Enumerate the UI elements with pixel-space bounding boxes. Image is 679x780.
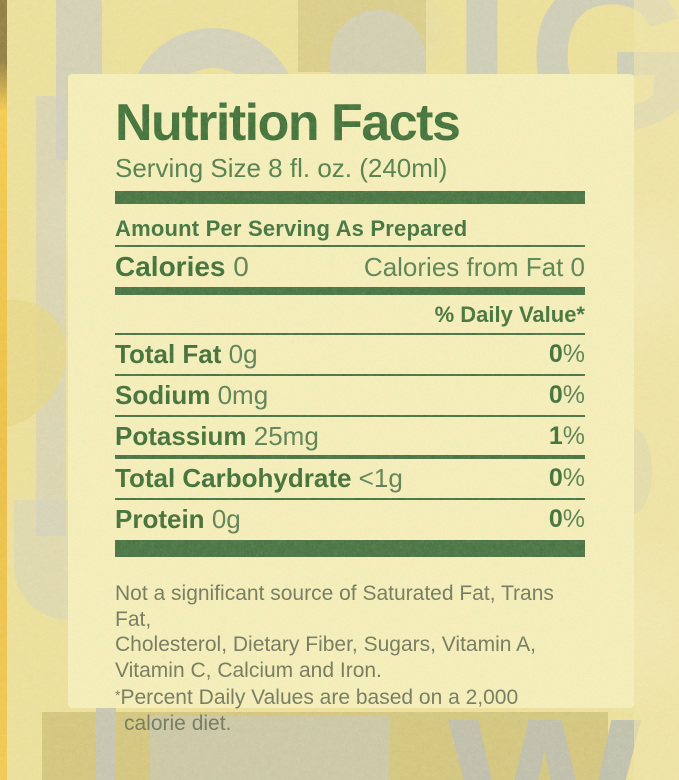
nutrient-row-total-carbohydrate: Total Carbohydrate <1g 0% xyxy=(115,459,585,500)
dv-number: 0 xyxy=(548,464,563,492)
nutrient-row-protein: Protein 0g 0% xyxy=(115,500,585,539)
percent-sign: % xyxy=(562,340,585,368)
nutrient-name: Sodium 0mg xyxy=(115,380,268,411)
divider-medium xyxy=(115,287,585,295)
serving-size-text: Serving Size 8 fl. oz. (240ml) xyxy=(115,153,448,183)
nutrient-row-potassium: Potassium 25mg 1% xyxy=(115,417,585,459)
nutrient-name-text: Protein xyxy=(115,504,205,534)
daily-value-header: % Daily Value* xyxy=(115,295,585,335)
nutrient-daily-value: 0% xyxy=(549,340,585,369)
calories-label: Calories 0 xyxy=(115,251,249,283)
nutrient-daily-value: 0% xyxy=(549,464,585,493)
nutrient-row-total-fat: Total Fat 0g 0% xyxy=(115,335,585,376)
dv-number: 0 xyxy=(548,505,563,533)
nutrition-facts-label: Nutrition Facts Serving Size 8 fl. oz. (… xyxy=(68,74,634,735)
calories-row: Calories 0 Calories from Fat 0 xyxy=(115,247,585,287)
percent-sign: % xyxy=(562,381,585,409)
percent-sign: % xyxy=(562,421,585,450)
nutrient-name-text: Potassium xyxy=(115,420,247,451)
dv-number: 1 xyxy=(548,421,563,450)
nutrient-amount: 0mg xyxy=(217,380,269,410)
divider-thick xyxy=(115,540,585,557)
nutrient-name: Protein 0g xyxy=(115,504,241,535)
nutrient-name: Potassium 25mg xyxy=(115,421,319,452)
package-edge-strip xyxy=(0,0,7,780)
dv-number: 0 xyxy=(548,340,563,368)
nutrient-daily-value: 1% xyxy=(549,422,585,451)
nutrient-name-text: Total Carbohydrate xyxy=(115,463,352,493)
calories-value: 0 xyxy=(233,251,249,282)
calories-from-fat: Calories from Fat 0 xyxy=(363,251,585,282)
percent-sign: % xyxy=(562,464,585,492)
nutrient-amount: 25mg xyxy=(253,420,319,451)
nutrient-row-sodium: Sodium 0mg 0% xyxy=(115,376,585,417)
nutrient-name-text: Total Fat xyxy=(115,339,222,369)
nutrient-amount: 0g xyxy=(228,339,258,369)
background-highlight xyxy=(634,0,679,780)
footnote-daily-values-text: Percent Daily Values are based on a 2,00… xyxy=(120,686,519,735)
nutrient-amount: 0g xyxy=(211,504,241,534)
amount-per-serving-text: Amount Per Serving As Prepared xyxy=(115,217,585,247)
nutrition-facts-title: Nutrition Facts xyxy=(115,94,461,152)
nutrient-daily-value: 0% xyxy=(549,505,585,534)
percent-sign: % xyxy=(562,505,585,533)
nutrient-name: Total Fat 0g xyxy=(115,339,258,370)
nutrient-amount: <1g xyxy=(358,463,403,493)
watermark-arc xyxy=(14,500,68,620)
footnote-not-significant: Not a significant source of Saturated Fa… xyxy=(115,582,554,682)
divider-thick xyxy=(115,191,585,204)
dv-number: 0 xyxy=(548,381,563,409)
footnote-daily-values: *Percent Daily Values are based on a 2,0… xyxy=(115,683,585,736)
footnote: Not a significant source of Saturated Fa… xyxy=(115,581,585,736)
nutrient-name: Total Carbohydrate <1g xyxy=(115,463,403,494)
nutrient-daily-value: 0% xyxy=(549,381,585,410)
calories-word: Calories xyxy=(115,251,226,282)
nutrient-name-text: Sodium xyxy=(115,380,211,410)
